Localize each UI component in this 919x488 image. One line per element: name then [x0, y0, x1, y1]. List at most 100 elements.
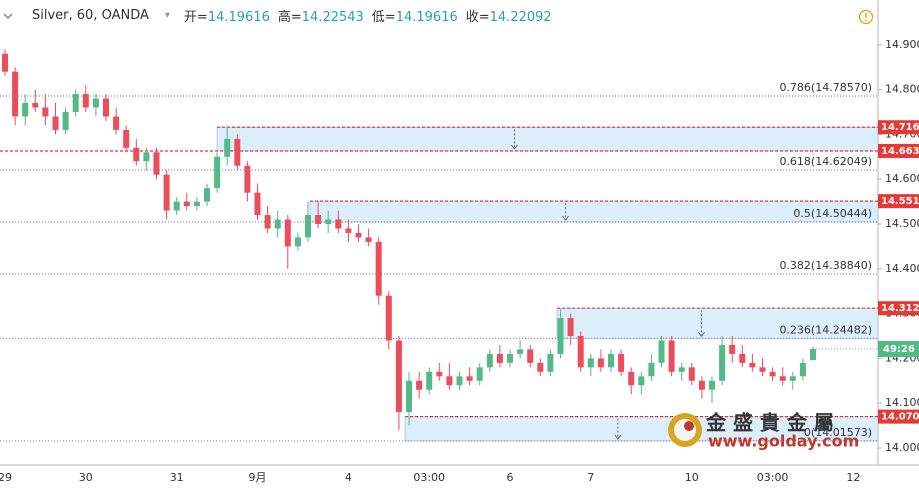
price-level-tag: [878, 194, 919, 209]
axis: 14.90014.80014.70014.60014.50014.40014.3…: [0, 38, 919, 484]
candle-body: [214, 156, 221, 189]
fib-label: 0(14.01573): [804, 426, 872, 439]
candle-body: [769, 371, 776, 377]
candle-body: [385, 295, 392, 341]
alert-icon: [858, 9, 874, 25]
x-tick-label: 30: [79, 471, 93, 484]
candle-body: [143, 152, 150, 162]
countdown-label: 49:26: [883, 344, 915, 355]
candle-body: [587, 358, 594, 368]
zone: [404, 416, 879, 442]
candle-body: [426, 371, 433, 390]
candle-body: [799, 362, 806, 377]
candle-body: [729, 344, 736, 354]
candle-body: [12, 71, 19, 117]
alert-dot: [865, 19, 867, 22]
ohlc-value: 14.19616: [395, 10, 458, 25]
candle-body: [648, 362, 655, 377]
candle-body: [254, 192, 261, 216]
candle-body: [274, 219, 281, 229]
ohlc-label: 开=: [183, 10, 208, 25]
candle-body: [517, 349, 524, 354]
candle-body: [688, 367, 695, 381]
candle-body: [173, 201, 180, 211]
candle-body: [345, 228, 352, 233]
candle-body: [618, 353, 625, 372]
price-level-label: 14.716: [881, 122, 919, 133]
zones: [216, 126, 879, 442]
ohlc-label: 低=: [371, 10, 396, 25]
candle-body: [163, 174, 170, 211]
y-tick-label: 14.600: [885, 172, 919, 185]
candle-body: [72, 94, 79, 112]
candle-body: [749, 362, 756, 368]
candle-body: [224, 138, 231, 157]
candle-body: [406, 380, 412, 413]
candle-body: [82, 94, 89, 108]
logo-dot: [684, 421, 694, 431]
candle-body: [22, 103, 29, 117]
candle-body: [456, 376, 463, 386]
y-tick-label: 14.100: [885, 396, 919, 409]
candle-body: [810, 349, 816, 361]
x-tick-label: 29: [0, 471, 12, 484]
candle-body: [2, 53, 8, 72]
x-tick-label: 10: [685, 471, 699, 484]
candle-body: [547, 353, 554, 372]
x-tick-label: 6: [507, 471, 514, 484]
candle-body: [739, 353, 746, 363]
y-tick-label: 14.000: [885, 441, 919, 454]
candle-body: [638, 376, 645, 386]
candle-body: [557, 318, 564, 354]
candle-body: [527, 349, 534, 363]
fib-label: 0.786(14.78570): [779, 81, 872, 94]
header: Silver, 60, OANDA ▾ 开=14.19616 高=14.22543…: [2, 6, 560, 25]
price-level-label: 14.312: [881, 303, 919, 314]
candle-body: [375, 241, 382, 296]
candle-body: [193, 201, 200, 207]
candle-body: [759, 367, 766, 372]
price-level-tag: [878, 143, 919, 158]
candle-body: [113, 116, 120, 130]
price-level-label: 14.070: [881, 412, 919, 423]
candle-body: [507, 353, 513, 363]
candle-body: [204, 188, 210, 202]
candle-body: [315, 215, 322, 224]
candle-body: [305, 215, 311, 238]
candle-body: [123, 129, 130, 148]
collapse-icon: [3, 12, 13, 19]
price-level-tag: [878, 120, 919, 135]
candle-body: [264, 215, 271, 229]
candle-body: [284, 219, 291, 247]
alert-circle: [858, 9, 874, 25]
candle-body: [567, 318, 574, 336]
candle-body: [698, 380, 705, 390]
candle-body: [436, 371, 443, 377]
candle-body: [658, 340, 665, 363]
logo-core: [674, 419, 696, 441]
price-level-label: 14.663: [881, 146, 919, 157]
x-tick-label: 12: [846, 471, 860, 484]
price-level-tag: [878, 301, 919, 316]
price-level-tag: [878, 409, 919, 424]
fib-label: 0.618(14.62049): [779, 155, 872, 168]
candle-body: [719, 344, 726, 381]
candle-body: [678, 367, 685, 372]
x-tick-label: 4: [345, 471, 352, 484]
candle-body: [133, 147, 140, 162]
candle-body: [365, 237, 372, 242]
candle-body: [577, 335, 584, 368]
fib-label: 0.5(14.50444): [793, 207, 872, 220]
candle-body: [709, 380, 715, 390]
candle-body: [355, 232, 362, 238]
zone: [216, 126, 879, 152]
candle-body: [446, 376, 453, 386]
menu-arrow: ▾: [164, 10, 170, 21]
price-level-label: 14.551: [881, 196, 919, 207]
zone-arrow-head: [614, 434, 622, 440]
ohlc: 开=14.19616 高=14.22543 低=14.19616 收=14.22092: [184, 6, 560, 25]
watermark: 金 盛 貴 金 屬 www.golday.com: [668, 411, 859, 451]
